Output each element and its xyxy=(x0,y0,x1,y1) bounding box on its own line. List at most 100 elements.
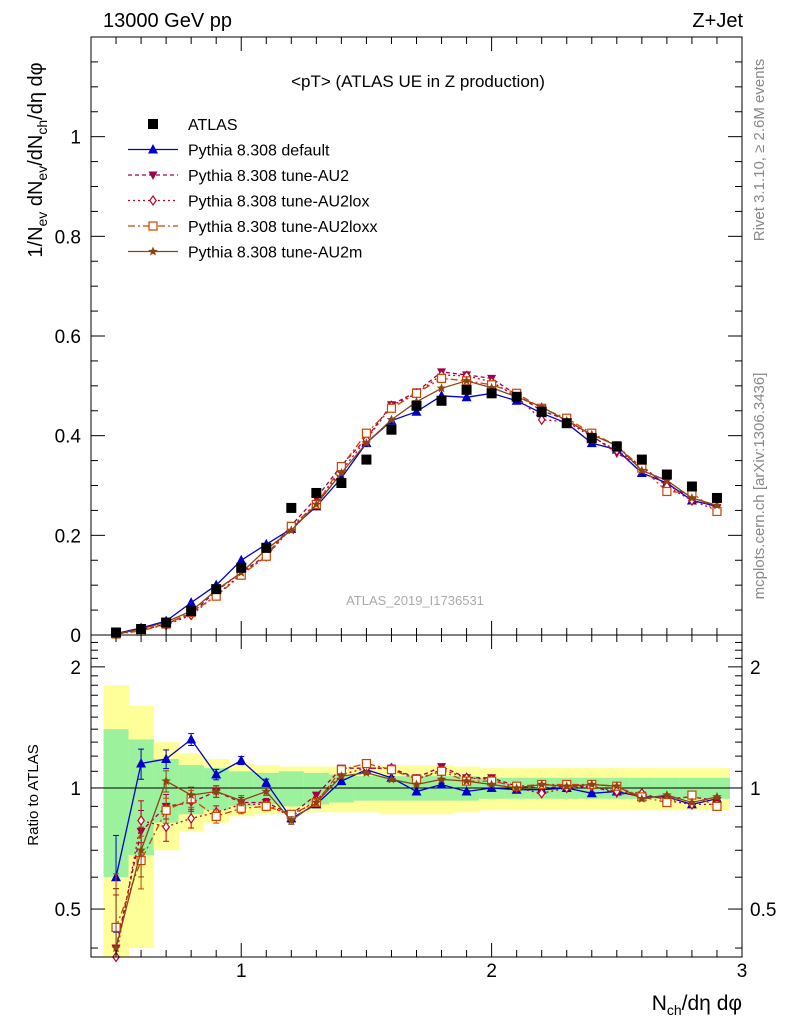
main-point xyxy=(386,414,397,424)
ratio-y-tick-label: 0.5 xyxy=(55,900,81,921)
data-point xyxy=(536,406,547,417)
main-point xyxy=(411,388,422,398)
data-point xyxy=(511,391,522,402)
legend-marker xyxy=(149,194,157,207)
data-point xyxy=(686,481,697,492)
main-y-tick-label: 0.6 xyxy=(55,327,81,348)
ratio-point xyxy=(161,776,171,786)
legend-marker xyxy=(148,171,158,180)
ratio-point xyxy=(386,765,397,775)
rivet-label: Rivet 3.1.10, ≥ 2.6M events xyxy=(751,59,768,242)
x-tick-label: 3 xyxy=(737,961,748,982)
main-y-tick-label: 0.4 xyxy=(55,427,82,448)
ratio-point xyxy=(662,790,672,800)
main-y-tick-label: 0.2 xyxy=(55,526,81,547)
main-point xyxy=(311,499,322,509)
ratio-point xyxy=(712,791,722,801)
data-point xyxy=(711,492,722,503)
x-tick-label: 1 xyxy=(236,961,247,982)
ratio-point xyxy=(236,795,246,805)
main-point xyxy=(386,403,397,413)
ratio-point xyxy=(137,814,146,827)
legend-label: Pythia 8.308 tune-AU2m xyxy=(188,245,362,262)
ratio-band-inner xyxy=(278,771,305,807)
main-y-tick-label: 0 xyxy=(70,626,81,647)
data-point xyxy=(436,395,447,406)
ratio-point xyxy=(361,767,372,777)
ratio-point xyxy=(511,783,522,792)
ratio-point xyxy=(311,797,322,807)
ratio-point xyxy=(261,786,271,796)
main-point xyxy=(361,438,372,448)
ratio-point xyxy=(612,781,622,791)
ratio-point xyxy=(486,779,497,789)
x-tick-label: 2 xyxy=(486,961,497,982)
ratio-point xyxy=(411,779,422,789)
data-point xyxy=(411,400,422,411)
data-point xyxy=(336,478,347,489)
data-point xyxy=(661,469,672,480)
x-axis-label: Nch/dη dφ xyxy=(652,992,742,1018)
ratio-point xyxy=(161,753,172,764)
main-point xyxy=(712,500,722,510)
data-point xyxy=(636,454,647,465)
ratio-point xyxy=(186,733,197,744)
ratio-point xyxy=(411,785,422,796)
legend-marker xyxy=(148,246,158,256)
data-point xyxy=(186,606,197,617)
ratio-point xyxy=(662,797,672,808)
main-point xyxy=(461,375,472,385)
ratio-point xyxy=(187,812,196,824)
ratio-point xyxy=(136,845,146,855)
data-point xyxy=(611,441,622,452)
ratio-point xyxy=(136,758,147,768)
legend-label: ATLAS xyxy=(188,117,238,134)
data-point xyxy=(286,502,297,513)
data-point xyxy=(211,584,222,595)
ratio-point xyxy=(586,787,597,798)
data-point xyxy=(261,542,272,553)
main-point xyxy=(361,428,372,438)
ratio-point xyxy=(461,785,472,796)
legend-label: Pythia 8.308 default xyxy=(188,143,330,160)
main-point xyxy=(637,465,647,475)
ratio-point xyxy=(436,774,447,784)
main-y-axis-label: 1/Nev dNev/dNch/dη dφ xyxy=(25,62,50,257)
main-point xyxy=(537,414,546,426)
mcplots-label: mcplots.cern.ch [arXiv:1306.3436] xyxy=(751,373,768,600)
main-point xyxy=(186,597,197,607)
ratio-y-tick-label-right: 2 xyxy=(750,658,761,679)
ratio-point xyxy=(687,797,697,807)
data-point xyxy=(311,487,322,498)
ratio-point xyxy=(562,781,572,791)
data-point xyxy=(461,384,472,395)
ratio-point xyxy=(336,775,347,786)
main-point xyxy=(712,506,722,517)
legend-label: Pythia 8.308 tune-AU2loxx xyxy=(188,219,377,236)
ratio-point xyxy=(537,787,546,799)
main-point xyxy=(336,468,347,478)
ratio-y-tick-label-right: 0.5 xyxy=(750,900,776,921)
ratio-point xyxy=(162,821,171,833)
ratio-point xyxy=(161,805,171,815)
data-point xyxy=(361,454,372,465)
main-point xyxy=(436,373,447,383)
ratio-point xyxy=(361,758,372,769)
ratio-point xyxy=(261,777,272,787)
ratio-point xyxy=(536,779,547,789)
ratio-point xyxy=(436,778,447,789)
ratio-point xyxy=(261,801,271,811)
legend-label: Pythia 8.308 tune-AU2lox xyxy=(188,194,369,211)
header-left: 13000 GeV pp xyxy=(103,10,232,32)
data-point xyxy=(586,433,597,444)
legend-marker xyxy=(148,221,158,231)
header-right: Z+Jet xyxy=(692,10,743,32)
main-point xyxy=(662,486,672,497)
ratio-point xyxy=(111,943,121,953)
ratio-point xyxy=(236,755,247,765)
main-point xyxy=(662,475,672,485)
ratio-point xyxy=(336,771,347,781)
main-point xyxy=(236,554,247,565)
ratio-y-tick-label-right: 1 xyxy=(750,779,761,800)
